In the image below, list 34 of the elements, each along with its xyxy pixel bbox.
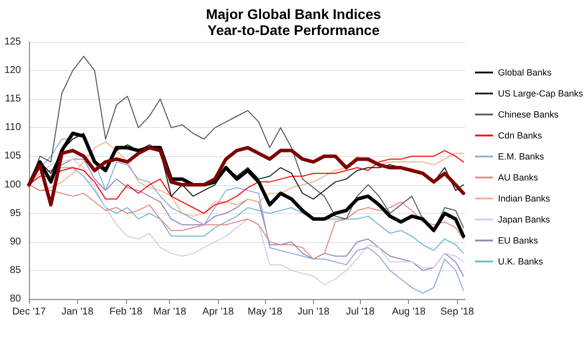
y-tick-label: 95 bbox=[10, 208, 22, 219]
x-tick-label: Apr '18 bbox=[202, 306, 234, 318]
legend-label: U.K. Banks bbox=[498, 256, 544, 266]
legend-label: Chinese Banks bbox=[498, 110, 560, 120]
x-tick-label: Jul '18 bbox=[346, 306, 376, 318]
line-series bbox=[28, 184, 464, 260]
legend-label: Cdn Banks bbox=[498, 130, 543, 140]
legend-label: Japan Banks bbox=[498, 214, 551, 224]
x-tick-label: Aug '18 bbox=[392, 306, 426, 318]
x-tick-label: Dec '17 bbox=[12, 306, 46, 318]
x-tick-label: Jan '18 bbox=[61, 306, 94, 318]
y-tick-label: 100 bbox=[4, 179, 22, 190]
y-tick-label: 105 bbox=[4, 150, 22, 162]
y-tick-label: 85 bbox=[10, 264, 22, 276]
legend-label: EU Banks bbox=[498, 236, 539, 246]
chart-title: Major Global Bank Indices bbox=[206, 6, 382, 22]
legend-label: AU Banks bbox=[498, 172, 539, 182]
y-tick-label: 110 bbox=[5, 122, 22, 134]
x-tick-label: Sep '18 bbox=[440, 306, 474, 318]
x-tick-label: Feb '18 bbox=[109, 306, 143, 318]
y-tick-label: 120 bbox=[4, 65, 22, 76]
legend-label: E.M. Banks bbox=[498, 152, 545, 162]
legend-label: Indian Banks bbox=[498, 194, 551, 204]
y-tick-label: 125 bbox=[4, 36, 22, 48]
chart-subtitle: Year-to-Date Performance bbox=[208, 22, 380, 38]
legend-label: Global Banks bbox=[498, 68, 552, 78]
y-tick-label: 115 bbox=[5, 94, 22, 105]
x-tick-label: Mar '18 bbox=[153, 306, 187, 318]
x-tick-label: Jun '18 bbox=[297, 306, 330, 318]
line-series bbox=[27, 146, 466, 207]
x-tick-label: May '18 bbox=[248, 306, 283, 318]
y-tick-label: 80 bbox=[10, 294, 22, 304]
y-tick-label: 90 bbox=[10, 236, 22, 248]
legend-label: US Large-Cap Banks bbox=[498, 88, 584, 98]
